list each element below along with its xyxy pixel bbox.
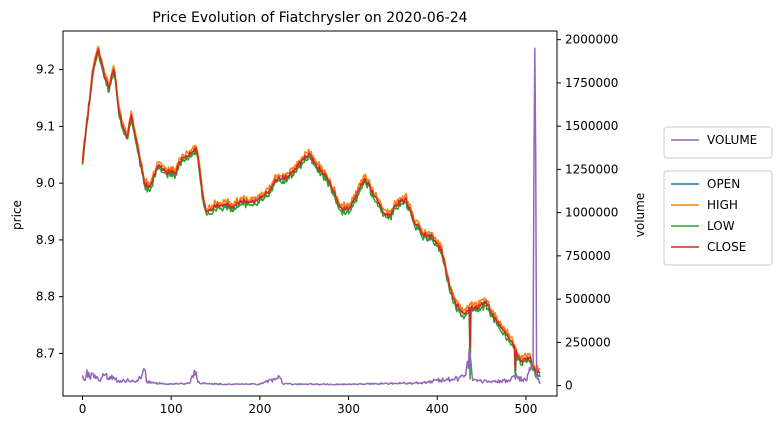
y2-tick-label: 1750000 xyxy=(565,76,618,90)
chart-title: Price Evolution of Fiatchrysler on 2020-… xyxy=(152,10,467,26)
y2-tick-label: 0 xyxy=(565,379,573,393)
x-tick-label: 100 xyxy=(160,402,183,416)
y2-tick-label: 1500000 xyxy=(565,119,618,133)
legend-label-low: LOW xyxy=(707,219,735,233)
plot-frame xyxy=(62,30,558,397)
y-tick-label: 9.2 xyxy=(36,63,55,77)
series-high-line xyxy=(81,45,541,372)
y2-tick-label: 1250000 xyxy=(565,162,618,176)
legend-box xyxy=(663,170,773,266)
y2-tick-label: 250000 xyxy=(565,335,611,349)
x-tick-label: 500 xyxy=(515,402,538,416)
y-axis-title-right: volume xyxy=(633,193,647,237)
legend-box xyxy=(663,126,773,159)
y-axis-title-left: price xyxy=(10,200,24,230)
x-tick-label: 200 xyxy=(248,402,271,416)
y-tick-label: 8.9 xyxy=(36,233,55,247)
y2-tick-label: 2000000 xyxy=(565,33,618,47)
legend-price: OPEN HIGH LOW CLOSE xyxy=(663,170,773,266)
legend-label-open: OPEN xyxy=(707,177,740,191)
series-close-line xyxy=(81,48,541,374)
series-volume-line xyxy=(81,47,541,386)
y-tick-label: 8.8 xyxy=(36,290,55,304)
legend-label-high: HIGH xyxy=(707,198,738,212)
x-tick-label: 400 xyxy=(426,402,449,416)
y-tick-label: 9.0 xyxy=(36,176,55,190)
legend-label-close: CLOSE xyxy=(707,240,746,254)
x-tick-label: 300 xyxy=(337,402,360,416)
y2-tick-label: 500000 xyxy=(565,292,611,306)
x-tick-label: 0 xyxy=(79,402,87,416)
y2-tick-label: 1000000 xyxy=(565,206,618,220)
legend-label-volume: VOLUME xyxy=(707,133,757,147)
series-low-line xyxy=(81,52,541,380)
y2-tick-label: 750000 xyxy=(565,249,611,263)
y-tick-label: 8.7 xyxy=(36,346,55,360)
legend-volume: VOLUME xyxy=(663,126,773,159)
plot-area: 0 100 200 300 400 500 8.7 8.8 8.9 9.0 9.1 9.2 0 25000… xyxy=(36,30,618,416)
y-tick-label: 9.1 xyxy=(36,119,55,133)
